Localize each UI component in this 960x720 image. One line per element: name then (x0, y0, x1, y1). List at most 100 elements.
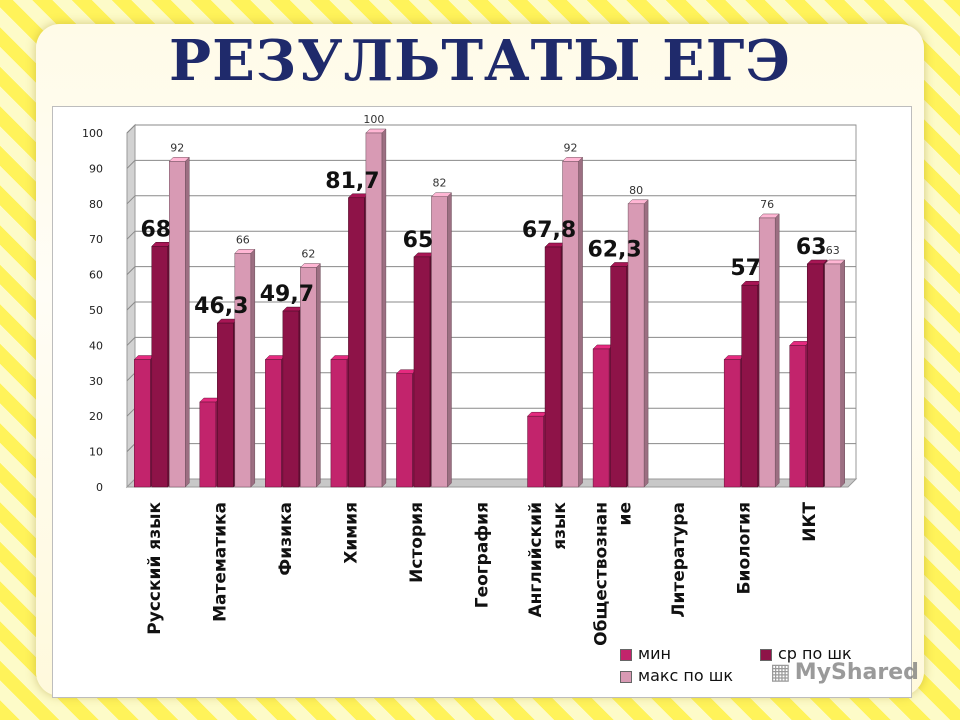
bar-max-side (447, 192, 452, 488)
x-tick-label: ИКТ (800, 502, 820, 542)
bar-max-side (774, 213, 780, 488)
bar-max-side (316, 262, 321, 488)
data-label-avg: 62,3 (587, 237, 641, 262)
bar-min (592, 348, 610, 488)
data-label-max: 100 (363, 113, 384, 126)
page-title: РЕЗУЛЬТАТЫ ЕГЭ (169, 28, 791, 94)
bar-max (234, 253, 252, 488)
bar-min (789, 345, 806, 488)
bar-max (627, 203, 645, 488)
y-tick-label: 80 (89, 198, 103, 211)
gridline-side (126, 407, 136, 417)
legend-label-max: макс по шк (638, 666, 734, 685)
data-label-avg: 46,3 (194, 294, 248, 319)
data-label-avg: 81,7 (325, 169, 379, 194)
legend-swatch-max (620, 670, 632, 683)
bar-min (330, 359, 348, 488)
y-tick-label: 100 (82, 127, 103, 140)
y-tick-label: 0 (96, 481, 103, 494)
y-tick-label: 30 (89, 375, 103, 388)
data-label-max: 92 (170, 141, 184, 154)
bar-max (365, 132, 383, 488)
y-tick-label: 70 (89, 233, 103, 246)
x-tick-label: Химия (341, 502, 361, 564)
y-tick-label: 20 (89, 410, 103, 423)
bar-max (300, 267, 317, 488)
gridline-side (126, 230, 136, 240)
gridline-side (126, 124, 136, 134)
bar-max (758, 217, 776, 488)
x-tick-label: Физика (276, 502, 296, 576)
x-tick-label: География (473, 502, 493, 608)
data-label-avg: 63 (796, 235, 827, 260)
presentation-icon: ▦ (770, 660, 791, 685)
y-tick-label: 50 (89, 304, 103, 317)
data-label-avg: 68 (140, 217, 171, 242)
legend-swatch-avg (760, 648, 772, 661)
legend-item-max: макс по шк (620, 666, 733, 685)
x-tick-label: Математика (210, 502, 230, 622)
bar-max (169, 161, 186, 488)
gridline-side (126, 443, 136, 452)
bar-max (562, 161, 579, 488)
y-tick-label: 40 (89, 339, 103, 352)
bar-max-side (250, 248, 256, 488)
bar-min (396, 373, 413, 488)
watermark: ▦ MyShared (770, 660, 919, 685)
bar-avg (806, 263, 824, 488)
bar-min (134, 359, 151, 488)
data-label-avg: 57 (730, 256, 761, 281)
x-tick-label: язык (550, 502, 570, 550)
y-tick-label: 90 (89, 162, 103, 175)
x-tick-label: Обществознан (592, 502, 612, 646)
data-label-max: 82 (432, 177, 446, 190)
gridline-side (126, 266, 136, 275)
data-label-avg: 65 (403, 228, 434, 253)
x-tick-label: История (407, 502, 427, 583)
bar-min (199, 401, 217, 488)
gridline-side (126, 160, 136, 169)
bar-max-side (185, 156, 190, 488)
data-label-max: 62 (301, 248, 315, 261)
bar-avg (151, 246, 169, 488)
bar-max-side (840, 259, 845, 488)
bar-avg (282, 310, 300, 488)
watermark-text: MyShared (794, 660, 919, 685)
data-label-max: 63 (826, 244, 840, 257)
gridline-side (126, 337, 136, 346)
bar-max-side (381, 128, 387, 488)
legend-item-avg: ср по шк (760, 644, 852, 663)
legend-item-min: мин (620, 644, 671, 663)
bar-avg (217, 322, 234, 488)
x-tick-label: ие (616, 502, 636, 525)
data-label-max: 92 (564, 141, 578, 154)
bar-avg (413, 256, 431, 488)
data-label-avg: 67,8 (522, 218, 576, 243)
bar-max-side (643, 199, 649, 488)
legend-swatch-min (620, 648, 632, 661)
bar-avg (348, 197, 365, 488)
x-tick-label: Биология (735, 502, 755, 594)
y-tick-label: 10 (89, 446, 103, 459)
x-tick-label: Английский (526, 502, 546, 618)
legend-label-min: мин (638, 644, 671, 663)
bar-avg (610, 266, 627, 488)
data-label-max: 80 (629, 184, 643, 197)
gridline-side (126, 372, 136, 382)
x-tick-label: Русский язык (145, 502, 165, 635)
bar-max (824, 263, 841, 488)
legend-label-avg: ср по шк (778, 644, 852, 663)
data-label-max: 66 (236, 233, 250, 246)
gridline-side (126, 195, 136, 205)
y-tick-label: 60 (89, 269, 103, 282)
data-label-avg: 49,7 (260, 282, 314, 307)
bar-min (265, 359, 282, 488)
gridline-side (126, 301, 136, 311)
bar-avg (544, 246, 562, 488)
data-label-max: 76 (760, 198, 774, 211)
bar-max-side (578, 156, 583, 488)
bar-avg (741, 284, 758, 488)
bar-min (723, 359, 741, 488)
bar-max (431, 196, 448, 488)
